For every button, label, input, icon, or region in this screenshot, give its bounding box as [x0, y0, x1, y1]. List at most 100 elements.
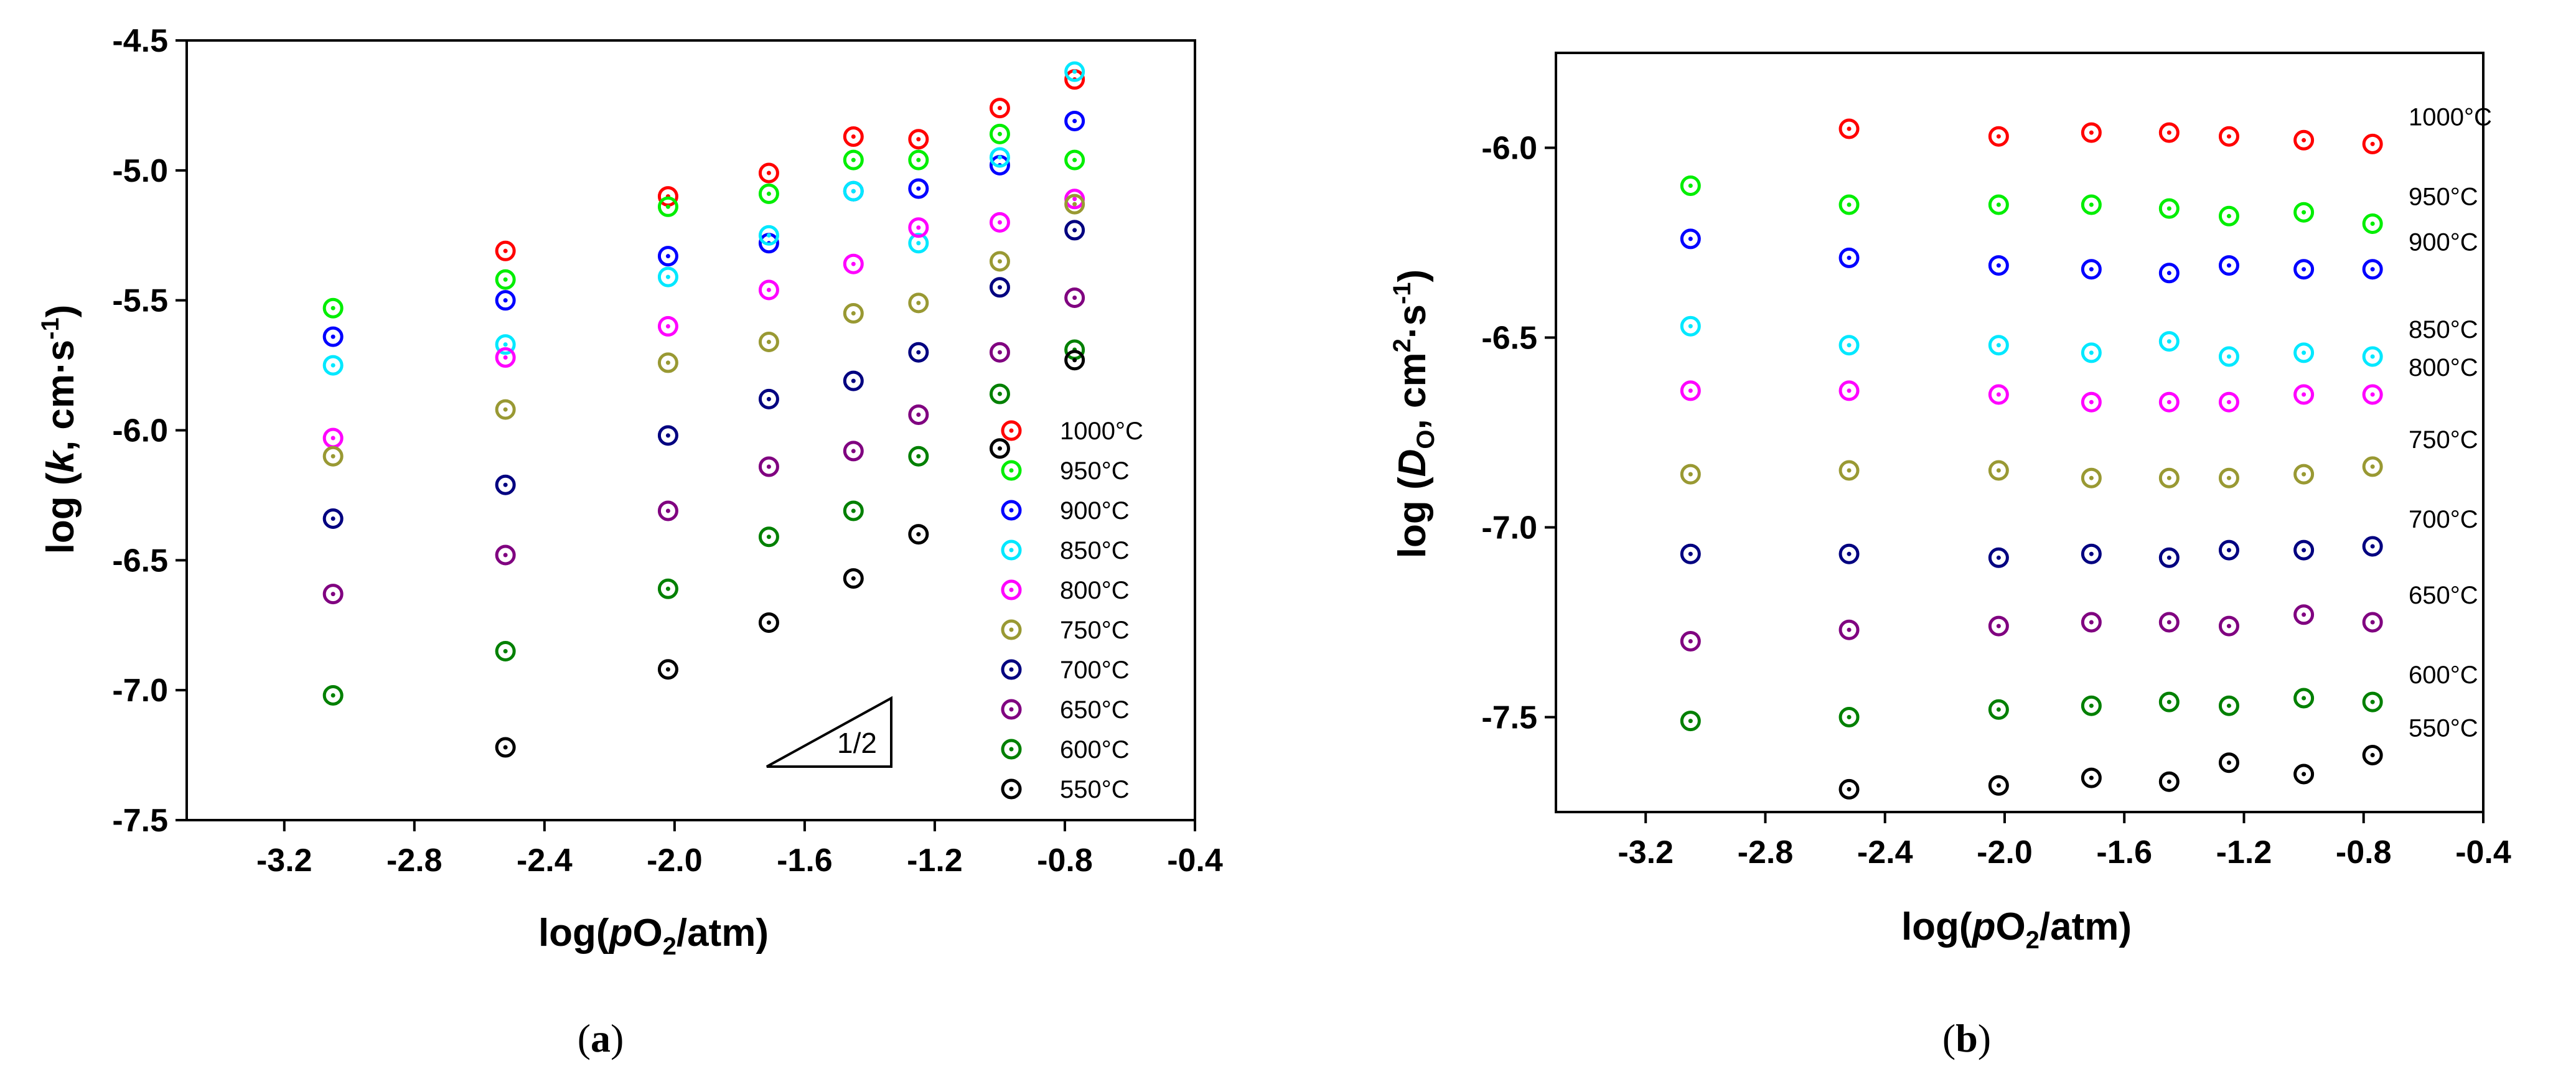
- legend-label: 600°C: [1060, 736, 1130, 763]
- data-point: [1680, 380, 1701, 401]
- data-point: [1064, 110, 1085, 131]
- data-point-dot: [1996, 468, 2001, 473]
- data-point-dot: [916, 225, 921, 230]
- data-point: [657, 578, 678, 599]
- data-point: [1838, 460, 1860, 481]
- data-point-ring: [1988, 384, 2009, 405]
- data-point: [657, 196, 678, 217]
- series-label: 650°C: [2409, 582, 2478, 609]
- data-point: [322, 297, 344, 319]
- panel-a-y-axis-label: log (k, cm·s-1): [37, 305, 82, 554]
- data-point-ring: [989, 383, 1010, 404]
- data-point: [758, 279, 779, 301]
- legend-entry: 950°C: [1001, 457, 1130, 485]
- data-point-ring: [2362, 133, 2383, 154]
- data-point-ring: [495, 399, 516, 420]
- series-label: 600°C: [2409, 661, 2478, 689]
- data-point: [2293, 202, 2315, 223]
- data-point-dot: [1688, 236, 1693, 241]
- legend-entry: 700°C: [1001, 656, 1130, 684]
- data-point: [1988, 775, 2009, 796]
- data-point: [843, 180, 864, 202]
- data-point-dot: [997, 285, 1002, 290]
- y-tick-label: -6.5: [1481, 320, 1537, 357]
- data-point-ring: [2362, 456, 2383, 477]
- data-point-ring: [495, 290, 516, 311]
- data-point-dot: [330, 693, 335, 698]
- data-point: [2081, 194, 2102, 215]
- data-point-dot: [2226, 623, 2231, 628]
- x-tick-label: -2.8: [386, 843, 443, 879]
- data-point-dot: [1996, 555, 2001, 560]
- data-point-ring: [2293, 202, 2315, 223]
- data-point-ring: [908, 149, 929, 170]
- data-point-dot: [2089, 551, 2094, 556]
- data-point: [657, 352, 678, 373]
- data-point: [1988, 615, 2009, 637]
- data-point-dot: [2166, 555, 2171, 560]
- data-point-dot: [2302, 696, 2307, 701]
- data-point-ring: [1064, 149, 1085, 170]
- series-label: 750°C: [2409, 426, 2478, 454]
- data-point: [1680, 315, 1701, 337]
- data-point-ring: [2218, 255, 2239, 276]
- data-point-dot: [330, 454, 335, 459]
- data-point-dot: [1688, 719, 1693, 724]
- data-point: [989, 383, 1010, 404]
- slope-triangle-shape: [766, 696, 892, 768]
- slope-triangle: 1/2: [766, 696, 892, 768]
- data-point-ring: [1680, 380, 1701, 401]
- legend-marker: [1001, 500, 1022, 521]
- data-point-ring: [495, 334, 516, 355]
- data-point-dot: [851, 508, 856, 513]
- data-point: [1064, 350, 1085, 371]
- data-point-dot: [2226, 354, 2231, 359]
- data-point-dot: [916, 157, 921, 162]
- data-point-ring: [657, 425, 678, 446]
- data-point-dot: [1072, 202, 1077, 207]
- data-point-dot: [2226, 134, 2231, 139]
- data-point-ring: [2081, 122, 2102, 143]
- data-point-ring: [2293, 604, 2315, 625]
- legend-marker: [1001, 699, 1022, 720]
- panel-a-caption: (a): [578, 1016, 624, 1060]
- series-label: 950°C: [2409, 184, 2478, 211]
- data-point: [2158, 122, 2180, 143]
- data-point-ring: [322, 584, 344, 605]
- data-point-ring: [2362, 691, 2383, 712]
- data-point-dot: [503, 342, 508, 347]
- data-point-dot: [503, 649, 508, 654]
- data-point-dot: [2226, 399, 2231, 404]
- data-point-ring: [2158, 691, 2180, 712]
- data-point-dot: [2226, 548, 2231, 553]
- legend-marker: [1001, 659, 1022, 680]
- data-point-ring: [322, 297, 344, 319]
- data-point-ring: [1988, 126, 2009, 147]
- data-point-ring: [495, 347, 516, 368]
- data-point-ring: [758, 612, 779, 633]
- data-point-dot: [2089, 775, 2094, 780]
- data-point-dot: [2166, 339, 2171, 344]
- data-point: [1680, 631, 1701, 651]
- data-point: [495, 474, 516, 495]
- data-point-dot: [2089, 620, 2094, 625]
- data-point-dot: [997, 259, 1002, 264]
- legend-label: 950°C: [1060, 457, 1130, 485]
- legend-label: 850°C: [1060, 537, 1130, 564]
- legend-marker-dot: [1009, 468, 1014, 473]
- data-point-dot: [1847, 255, 1852, 260]
- data-point-dot: [665, 274, 670, 279]
- data-point: [1838, 619, 1860, 640]
- data-point-dot: [2226, 760, 2231, 765]
- data-point: [2081, 391, 2102, 413]
- data-point-dot: [665, 254, 670, 259]
- data-point: [843, 303, 864, 324]
- panel-a-y-axis: -4.5 -5.0 -5.5 -6.0 -6.5 -7.0 -7.5: [112, 23, 187, 839]
- y-tick-label: -5.0: [112, 153, 168, 189]
- data-point: [1064, 220, 1085, 241]
- data-point: [989, 212, 1010, 233]
- y-tick-label: -7.5: [1481, 700, 1537, 736]
- data-point-ring: [495, 737, 516, 758]
- data-point-dot: [1996, 263, 2001, 268]
- data-point-dot: [503, 553, 508, 558]
